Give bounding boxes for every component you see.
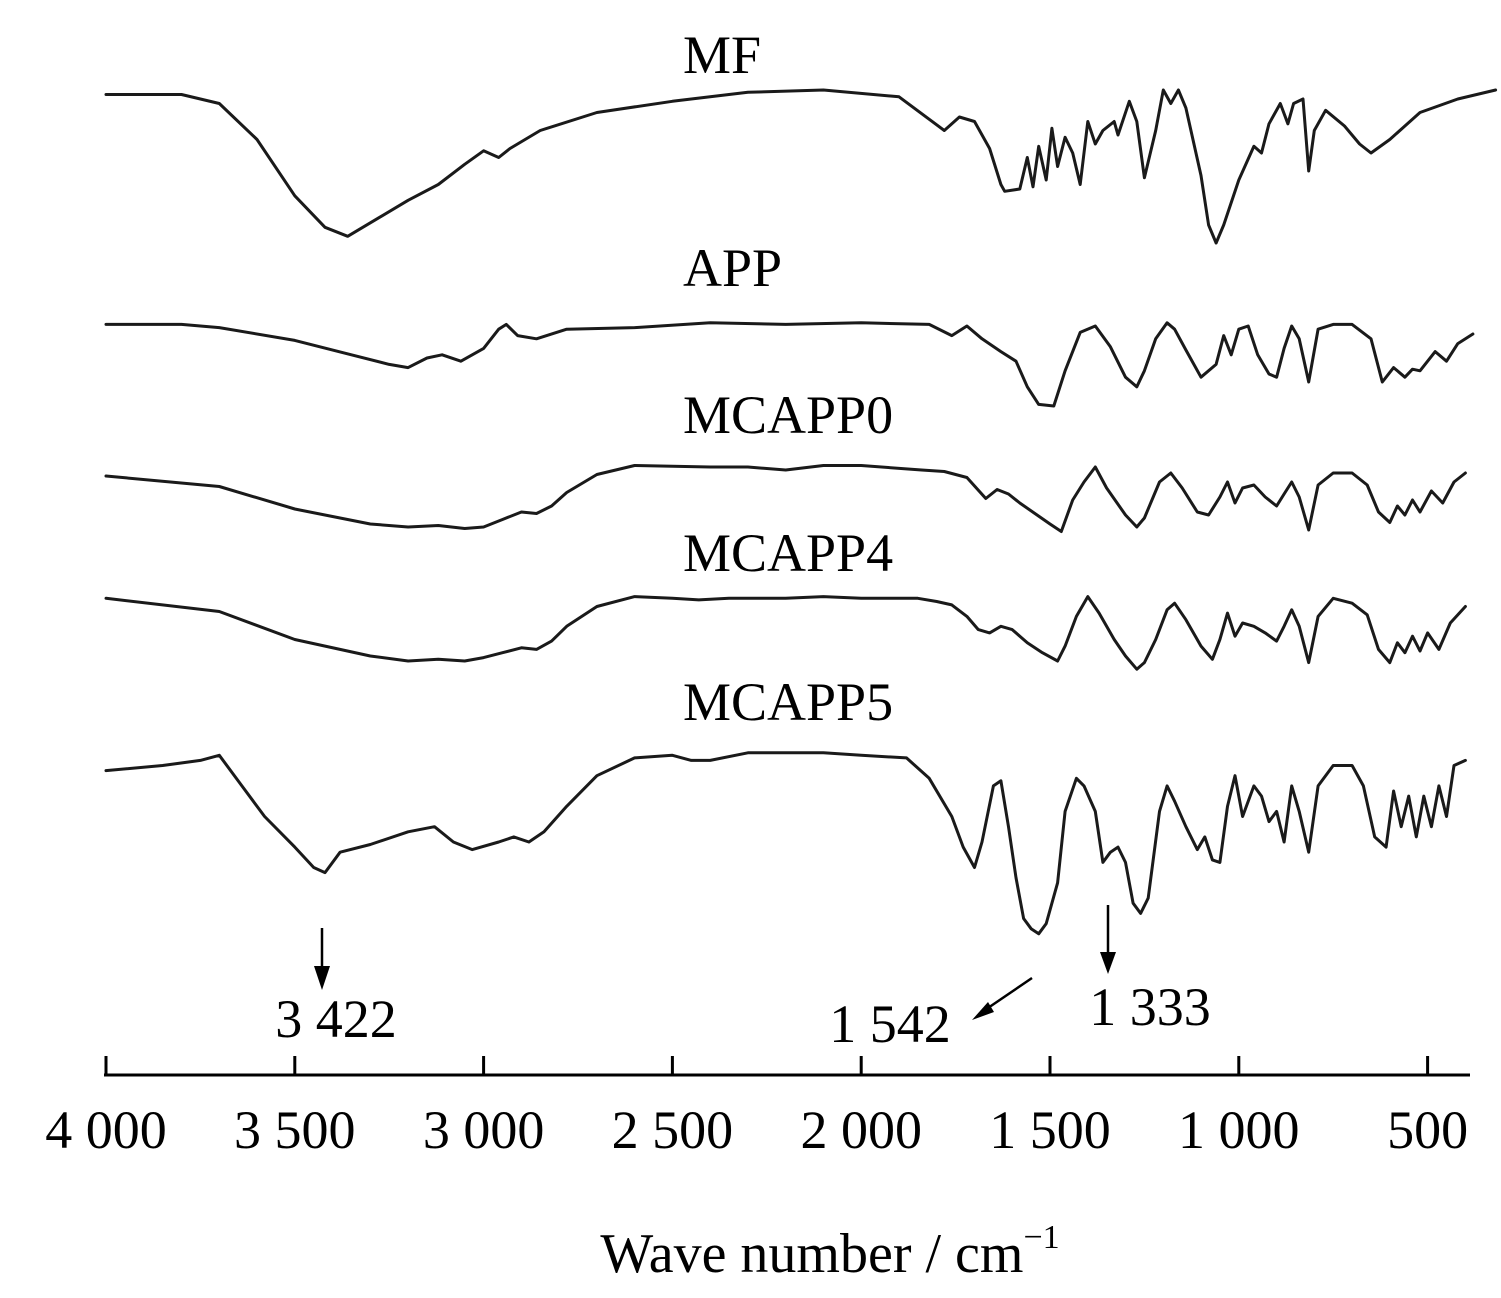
trace-app — [104, 321, 1475, 408]
x-axis: 4 000 3 500 3 000 2 500 2 000 1 500 1 000 500 — [45, 1056, 1470, 1160]
trace-mf — [104, 88, 1498, 245]
annotation-label: 3 422 — [275, 989, 397, 1049]
peak-annotations: 3 422 1 542 1 333 — [275, 905, 1211, 1054]
annotation-arrow-head — [1100, 952, 1116, 974]
series-label-mcapp0: MCAPP0 — [683, 385, 893, 445]
annotation-arrow — [984, 976, 1033, 1012]
x-axis-ticks: 4 000 3 500 3 000 2 500 2 000 1 500 1 000 500 — [45, 1056, 1468, 1160]
x-axis-title: Wave number / cm−1 — [600, 1219, 1059, 1285]
x-tick-label: 1 500 — [989, 1100, 1111, 1160]
x-tick-label: 3 000 — [423, 1100, 545, 1160]
series-label-mcapp4: MCAPP4 — [683, 523, 893, 583]
x-tick-label: 500 — [1387, 1100, 1468, 1160]
series-labels: MF APP MCAPP0 MCAPP4 MCAPP5 — [683, 25, 893, 732]
x-tick-label: 4 000 — [45, 1100, 167, 1160]
x-tick-label: 3 500 — [234, 1100, 356, 1160]
trace-mcapp0 — [104, 464, 1467, 533]
annotation-arrow-head — [972, 1002, 994, 1020]
series-label-mcapp5: MCAPP5 — [683, 672, 893, 732]
x-tick-label: 1 000 — [1178, 1100, 1300, 1160]
series-label-mf: MF — [683, 25, 761, 85]
trace-mcapp5 — [104, 751, 1467, 936]
series-label-app: APP — [683, 238, 782, 298]
x-tick-label: 2 000 — [800, 1100, 922, 1160]
x-tick-label: 2 500 — [612, 1100, 734, 1160]
spectra-traces — [104, 88, 1498, 936]
trace-mcapp4 — [104, 595, 1467, 671]
annotation-label: 1 333 — [1089, 977, 1211, 1037]
annotation-arrow-head — [314, 966, 330, 990]
annotation-label: 1 542 — [829, 994, 951, 1054]
